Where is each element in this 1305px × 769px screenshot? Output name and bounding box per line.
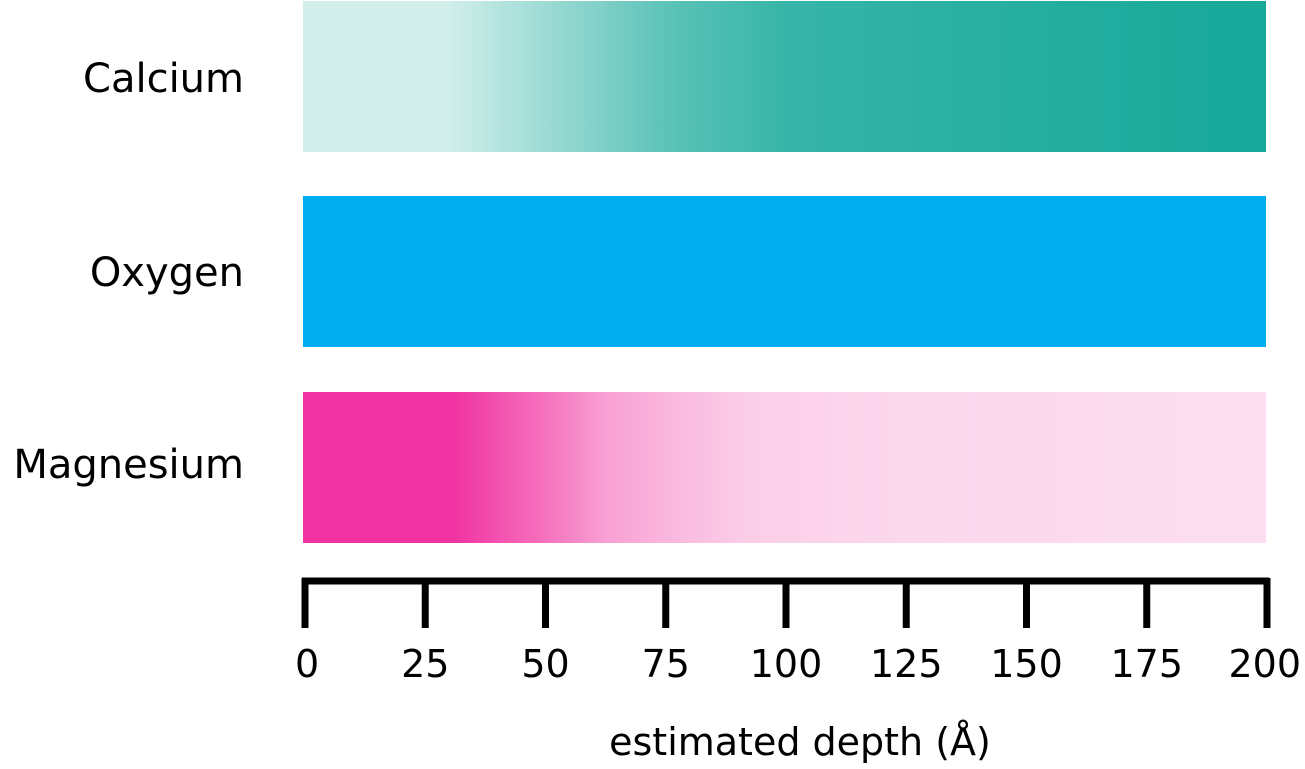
x-tick-label-125: 125 xyxy=(870,642,943,686)
x-tick-label-25: 25 xyxy=(401,642,449,686)
x-tick-label-175: 175 xyxy=(1110,642,1183,686)
x-tick-label-0: 0 xyxy=(295,642,319,686)
x-tick-label-200: 200 xyxy=(1228,642,1301,686)
row-bar-magnesium xyxy=(303,392,1266,543)
row-label-magnesium: Magnesium xyxy=(13,442,244,488)
rows-layer: Calcium Oxygen Magnesium xyxy=(13,1,1266,543)
row-bar-calcium xyxy=(303,1,1266,152)
x-tick-label-75: 75 xyxy=(642,642,690,686)
row-label-oxygen: Oxygen xyxy=(90,250,244,296)
row-oxygen: Oxygen xyxy=(90,196,1266,347)
row-calcium: Calcium xyxy=(83,1,1266,152)
x-tick-label-50: 50 xyxy=(521,642,569,686)
row-bar-oxygen xyxy=(303,196,1266,347)
x-ticks: 0 25 50 75 100 125 150 175 200 xyxy=(295,578,1301,686)
row-magnesium: Magnesium xyxy=(13,392,1266,543)
x-tick-label-150: 150 xyxy=(990,642,1063,686)
row-label-calcium: Calcium xyxy=(83,56,244,102)
x-tick-label-100: 100 xyxy=(750,642,823,686)
x-axis-title: estimated depth (Å) xyxy=(609,720,991,764)
x-axis: 0 25 50 75 100 125 150 175 200 estimated depth (… xyxy=(295,577,1301,764)
